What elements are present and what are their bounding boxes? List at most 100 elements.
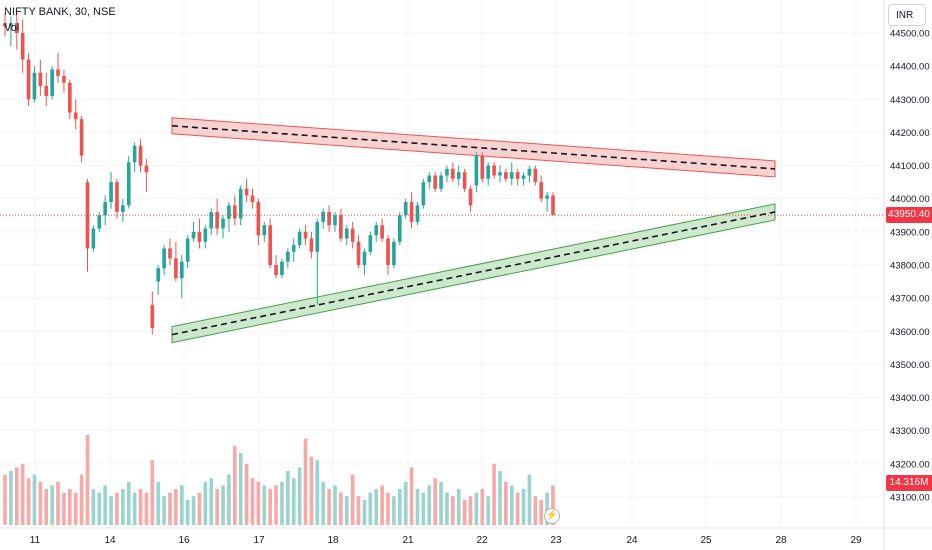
- volume-bar: [132, 492, 137, 525]
- volume-bar: [439, 481, 443, 525]
- time-tick-label: 18: [327, 535, 339, 546]
- currency-button[interactable]: INR: [888, 4, 926, 26]
- candle-body: [427, 175, 432, 183]
- volume-bar: [397, 489, 402, 525]
- volume-bar: [480, 489, 485, 525]
- lightning-icon[interactable]: ⚡: [544, 508, 560, 524]
- volume-bar: [380, 485, 384, 525]
- volume-bar: [126, 481, 131, 525]
- candle-body: [486, 165, 491, 179]
- volume-bar: [386, 492, 390, 525]
- volume-bar: [244, 463, 249, 525]
- time-tick-label: 24: [626, 535, 638, 546]
- volume-bar: [445, 492, 449, 525]
- candle-body: [256, 202, 261, 236]
- candle-body: [109, 182, 113, 203]
- volume-bar: [56, 481, 60, 525]
- volume-bar: [203, 481, 208, 525]
- candle-body: [498, 172, 502, 176]
- volume-bar: [144, 492, 149, 525]
- candle-body: [380, 225, 384, 239]
- candle-body: [244, 188, 249, 196]
- candle-body: [91, 228, 96, 249]
- volume-bar: [509, 485, 514, 525]
- candle-body: [474, 155, 479, 186]
- candle-body: [9, 23, 13, 27]
- candle-body: [115, 182, 119, 212]
- candle-body: [162, 248, 166, 269]
- volume-bar: [62, 492, 66, 525]
- candle-body: [62, 76, 66, 83]
- candle-body: [44, 86, 49, 96]
- volume-bar: [533, 496, 538, 525]
- candle-body: [327, 211, 331, 226]
- volume-bar: [121, 489, 125, 525]
- candle-body: [504, 172, 508, 179]
- volume-bar: [26, 478, 31, 525]
- time-tick-label: 28: [775, 535, 787, 546]
- volume-bar: [162, 496, 166, 525]
- candle-body: [421, 182, 426, 206]
- trendline-zones: [171, 117, 776, 344]
- candle-body: [203, 228, 208, 242]
- candlesticks: [3, 13, 555, 335]
- volume-bar: [115, 492, 119, 525]
- volume-bar: [32, 474, 37, 525]
- volume-bar: [274, 485, 278, 525]
- volume-bar: [474, 492, 479, 525]
- price-tick-label: 43400.00: [890, 393, 930, 404]
- price-tick-label: 43100.00: [890, 493, 930, 504]
- volume-bar: [462, 499, 467, 525]
- volume-bar: [138, 489, 143, 525]
- volume-bar: [256, 481, 261, 525]
- volume-bar: [362, 499, 367, 525]
- volume-bar: [215, 489, 219, 525]
- candle-body: [291, 245, 296, 252]
- candle-body: [433, 175, 437, 189]
- candle-body: [439, 175, 443, 189]
- price-axis: 44500.00 44400.00 44300.00 44200.00 44100.00…: [890, 29, 930, 504]
- volume-bar: [486, 496, 491, 525]
- candle-body: [26, 59, 31, 100]
- candle-body: [456, 172, 461, 179]
- candle-body: [138, 145, 143, 166]
- time-tick-label: 22: [476, 535, 488, 546]
- candle-body: [315, 221, 320, 252]
- candle-body: [32, 72, 37, 100]
- current-price-tag: 43950.40: [886, 207, 932, 223]
- candle-body: [415, 205, 420, 222]
- candle-body: [73, 112, 78, 120]
- price-tick-label: 44400.00: [890, 62, 930, 73]
- volume-bar: [79, 474, 84, 525]
- candle-body: [515, 172, 520, 179]
- candle-body: [227, 205, 231, 219]
- volume-bar: [551, 485, 555, 525]
- volume-bar: [321, 481, 326, 525]
- candle-body: [509, 172, 514, 179]
- volume-bar: [91, 489, 96, 525]
- price-tick-label: 43500.00: [890, 360, 930, 371]
- volume-bar: [44, 489, 49, 525]
- candle-body: [50, 69, 54, 96]
- candle-body: [150, 304, 155, 328]
- candle-body: [344, 228, 349, 239]
- candle-body: [38, 72, 43, 87]
- candle-body: [20, 33, 25, 60]
- price-tick-label: 43700.00: [890, 294, 930, 305]
- volume-bar: [409, 467, 414, 525]
- volume-bar: [291, 478, 296, 525]
- time-axis: 11 14 16 17 18 21 22 23 24 25 28 29: [30, 535, 862, 546]
- candle-body: [280, 261, 284, 275]
- candle-body: [480, 155, 485, 179]
- volume-bar: [197, 492, 202, 525]
- volume-bar: [150, 460, 155, 525]
- resistance-trendline: [171, 125, 776, 170]
- candle-body: [539, 182, 544, 199]
- time-tick-label: 23: [550, 535, 562, 546]
- volume-bar: [415, 489, 420, 525]
- price-tick-label: 43300.00: [890, 426, 930, 437]
- price-tick-label: 44000.00: [890, 194, 930, 205]
- candle-body: [3, 23, 7, 27]
- volume-bar: [85, 435, 90, 525]
